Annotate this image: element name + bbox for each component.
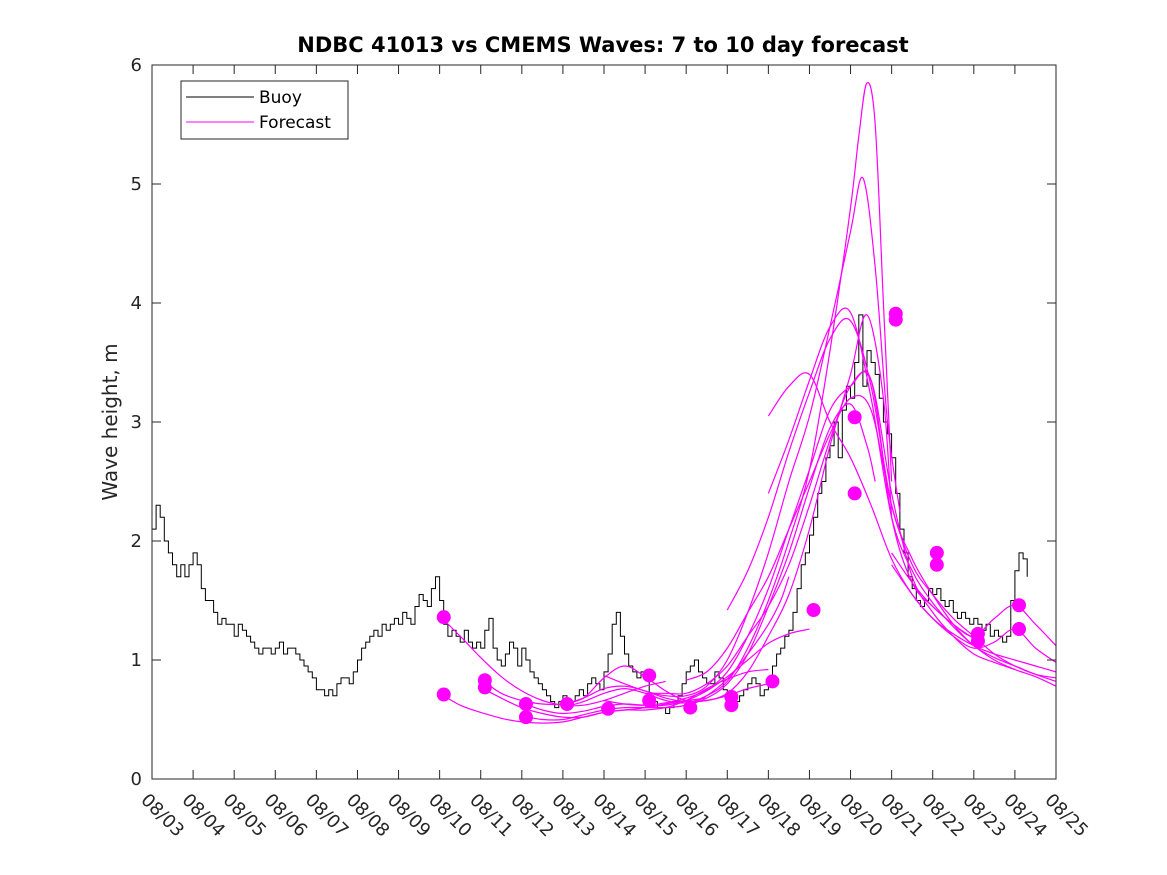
forecast-marker [642,668,657,683]
forecast-marker [477,680,492,695]
forecast-line-7 [562,314,893,705]
forecast-markers [436,306,1027,725]
forecast-marker [765,674,780,689]
y-tick-label: 0 [131,769,142,790]
forecast-marker [929,557,944,572]
forecast-marker [1012,598,1027,613]
plot-content [152,82,1056,725]
forecast-line-18 [891,564,1056,663]
y-tick-label: 3 [131,412,142,433]
legend-box [180,80,349,140]
forecast-marker [518,710,533,725]
y-tick-label: 6 [131,55,142,76]
forecast-marker [929,545,944,560]
forecast-marker [724,689,739,704]
forecast-marker [436,687,451,702]
forecast-marker [847,410,862,425]
forecast-line-15 [767,307,1056,687]
forecast-marker [560,697,575,712]
forecast-marker [642,693,657,708]
legend-label-forecast: Forecast [259,113,331,133]
chart-title: NDBC 41013 vs CMEMS Waves: 7 to 10 day f… [297,33,908,57]
forecast-marker [518,697,533,712]
y-axis: 0 1 2 3 4 5 6 [131,55,1056,790]
y-tick-label: 4 [131,293,142,314]
y-tick-label: 5 [131,174,142,195]
forecast-marker [888,312,903,327]
y-axis-label: Wave height, m [98,343,122,500]
forecast-line-2 [439,692,707,724]
forecast-line-1 [439,615,666,707]
forecast-line-14 [726,317,1056,682]
legend-label-buoy: Buoy [259,88,302,108]
forecast-marker [970,633,985,648]
forecast-marker [847,486,862,501]
forecast-marker [1012,622,1027,637]
forecast-line-8 [562,82,893,709]
forecast-marker [601,701,616,716]
legend: Buoy Forecast [180,80,349,140]
y-tick-label: 1 [131,650,142,671]
forecast-line-9 [603,176,901,698]
y-tick-label: 2 [131,531,142,552]
forecast-marker [806,603,821,618]
forecast-marker [436,610,451,625]
forecast-marker [683,700,698,715]
forecast-series [439,82,1056,724]
